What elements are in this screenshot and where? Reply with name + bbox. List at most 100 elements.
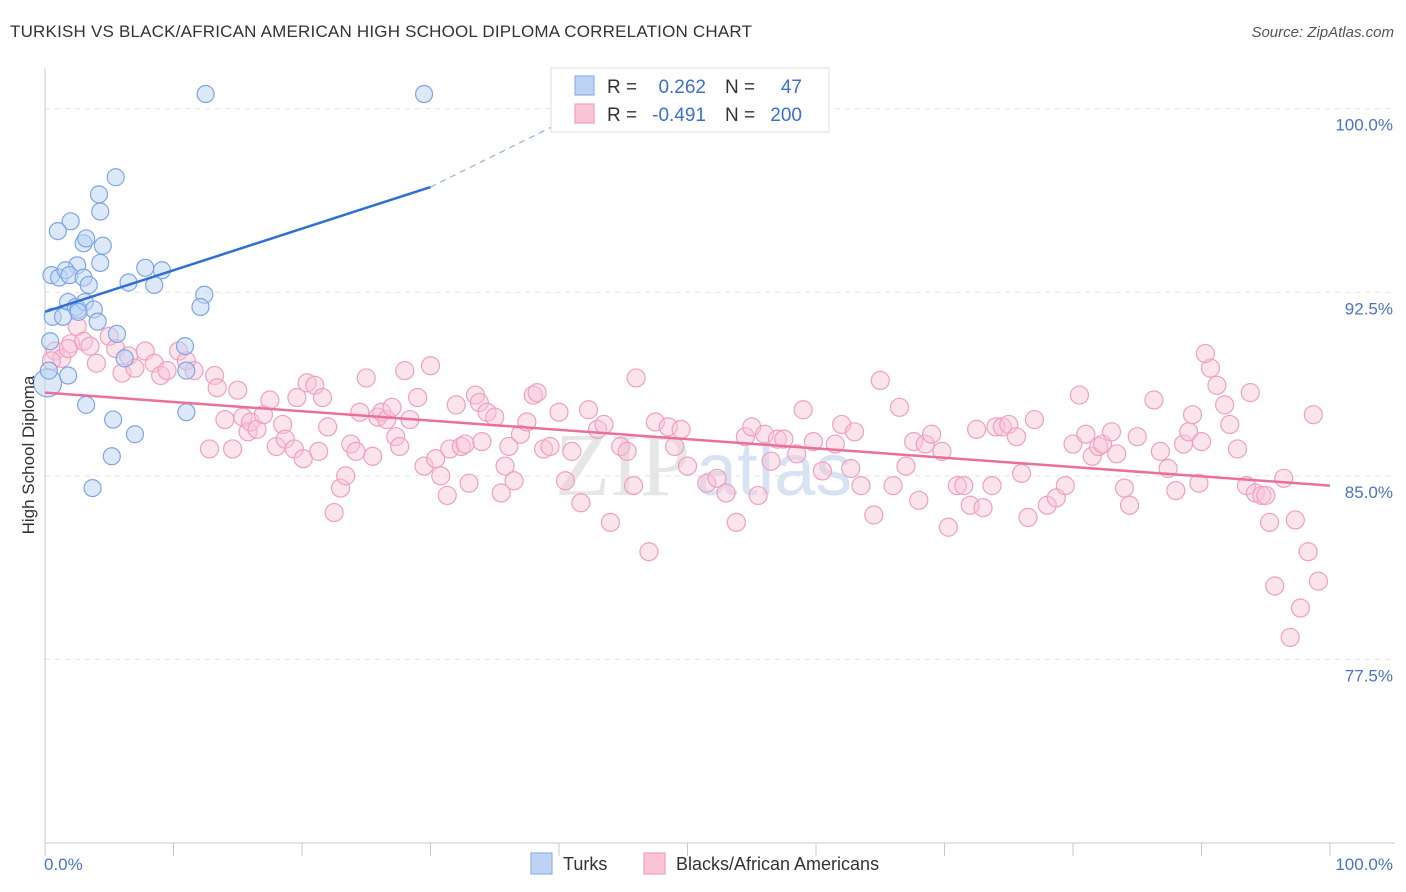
blacks-point-88 [571,493,591,513]
blacks-point-40 [309,441,329,461]
turks-point-1 [414,84,434,104]
stat-r-blacks: -0.491 [652,105,706,126]
turks-point-9 [93,236,112,255]
blacks-point-60 [414,456,434,476]
blacks-point-117 [812,461,833,481]
turks-point-44 [83,478,102,498]
blacks-point-45 [336,466,356,486]
y-tick-label-3: 77.5% [1345,666,1393,685]
blacks-point-144 [1011,463,1032,484]
blacks-point-102 [677,456,698,476]
blacks-point-53 [377,409,397,430]
turks-point-35 [115,349,134,368]
blacks-point-25 [228,380,248,400]
blacks-point-23 [215,409,235,430]
blacks-point-113 [774,429,794,449]
turks-point-11 [91,253,110,273]
turks-point-31 [88,312,107,331]
blacks-point-149 [1055,476,1075,496]
blacks-point-66 [446,395,466,415]
blacks-point-129 [909,490,929,510]
blacks-point-160 [1127,427,1147,447]
blacks-point-56 [390,436,410,457]
x-tick-label-0: 0.0% [44,855,83,874]
stat-n-label-turks: N = [725,77,755,98]
blacks-point-63 [431,466,451,486]
blacks-point-6 [86,353,107,373]
series-blacks-points [41,316,1329,648]
y-tick-label-0: 100.0% [1335,116,1393,135]
blacks-point-55 [386,427,406,447]
blacks-point-41 [312,387,333,408]
blacks-point-38 [297,373,317,393]
blacks-point-98 [645,412,665,432]
blacks-point-5 [80,336,100,356]
blacks-point-105 [716,483,736,503]
turks-point-40 [177,403,196,422]
blacks-point-110 [754,424,775,444]
y-axis-label: High School Diploma [19,375,38,534]
blacks-point-59 [408,387,428,408]
blacks-point-31 [260,390,280,410]
blacks-point-151 [1069,385,1090,405]
blacks-point-143 [1006,427,1027,447]
turks-point-45 [39,361,58,380]
blacks-point-64 [437,485,457,506]
blacks-point-49 [356,368,376,388]
turks-trend-extension [430,122,560,188]
blacks-trend-line [44,391,1331,487]
turks-point-4 [91,202,110,221]
blacks-point-139 [982,476,1002,496]
turks-point-8 [77,229,96,248]
blacks-point-82 [527,383,547,403]
chart-source: Source: ZipAtlas.com [1251,24,1394,41]
turks-point-5 [61,212,80,231]
blacks-point-106 [726,512,746,532]
stat-r-turks: 0.262 [658,77,706,98]
stat-n-label-blacks: N = [725,105,755,126]
turks-point-28 [191,297,210,317]
blacks-point-157 [1107,444,1127,464]
blacks-point-187 [1303,405,1323,425]
blacks-point-128 [904,431,924,452]
blacks-point-101 [671,419,691,439]
blacks-point-161 [1144,390,1164,410]
blacks-point-107 [735,427,755,447]
blacks-point-33 [273,414,293,435]
blacks-point-94 [617,441,637,461]
blacks-point-164 [1166,480,1186,501]
blacks-point-186 [1298,542,1318,562]
turks-trend-line [44,185,431,314]
series-legend: Turks Blacks/African Americans [530,852,879,875]
blacks-point-15 [157,361,177,381]
blacks-point-36 [287,387,307,408]
blacks-point-112 [767,429,788,449]
turks-point-41 [104,410,123,429]
blacks-point-172 [1215,395,1235,415]
x-tick-labels: 0.0% 100.0% [44,855,1393,874]
blacks-point-91 [594,414,614,435]
blacks-point-174 [1227,439,1248,459]
blacks-point-185 [1290,598,1311,618]
blacks-point-126 [889,397,910,417]
blacks-point-42 [318,417,338,437]
blacks-point-153 [1082,446,1102,466]
blacks-point-132 [932,441,952,461]
blacks-point-122 [851,476,871,496]
blacks-point-111 [761,451,781,471]
blacks-point-75 [491,483,511,503]
blacks-point-134 [947,476,967,496]
blacks-point-152 [1076,424,1096,444]
blacks-point-47 [346,441,366,461]
blacks-point-65 [440,439,460,459]
blacks-point-170 [1200,358,1221,378]
blacks-point-21 [205,365,225,386]
blacks-point-159 [1119,495,1140,515]
blacks-point-62 [426,449,446,469]
legend-swatch-blacks [574,103,595,124]
blacks-point-22 [207,378,227,398]
blacks-point-84 [540,436,560,457]
blacks-point-146 [1024,409,1045,430]
blacks-point-116 [803,431,824,452]
